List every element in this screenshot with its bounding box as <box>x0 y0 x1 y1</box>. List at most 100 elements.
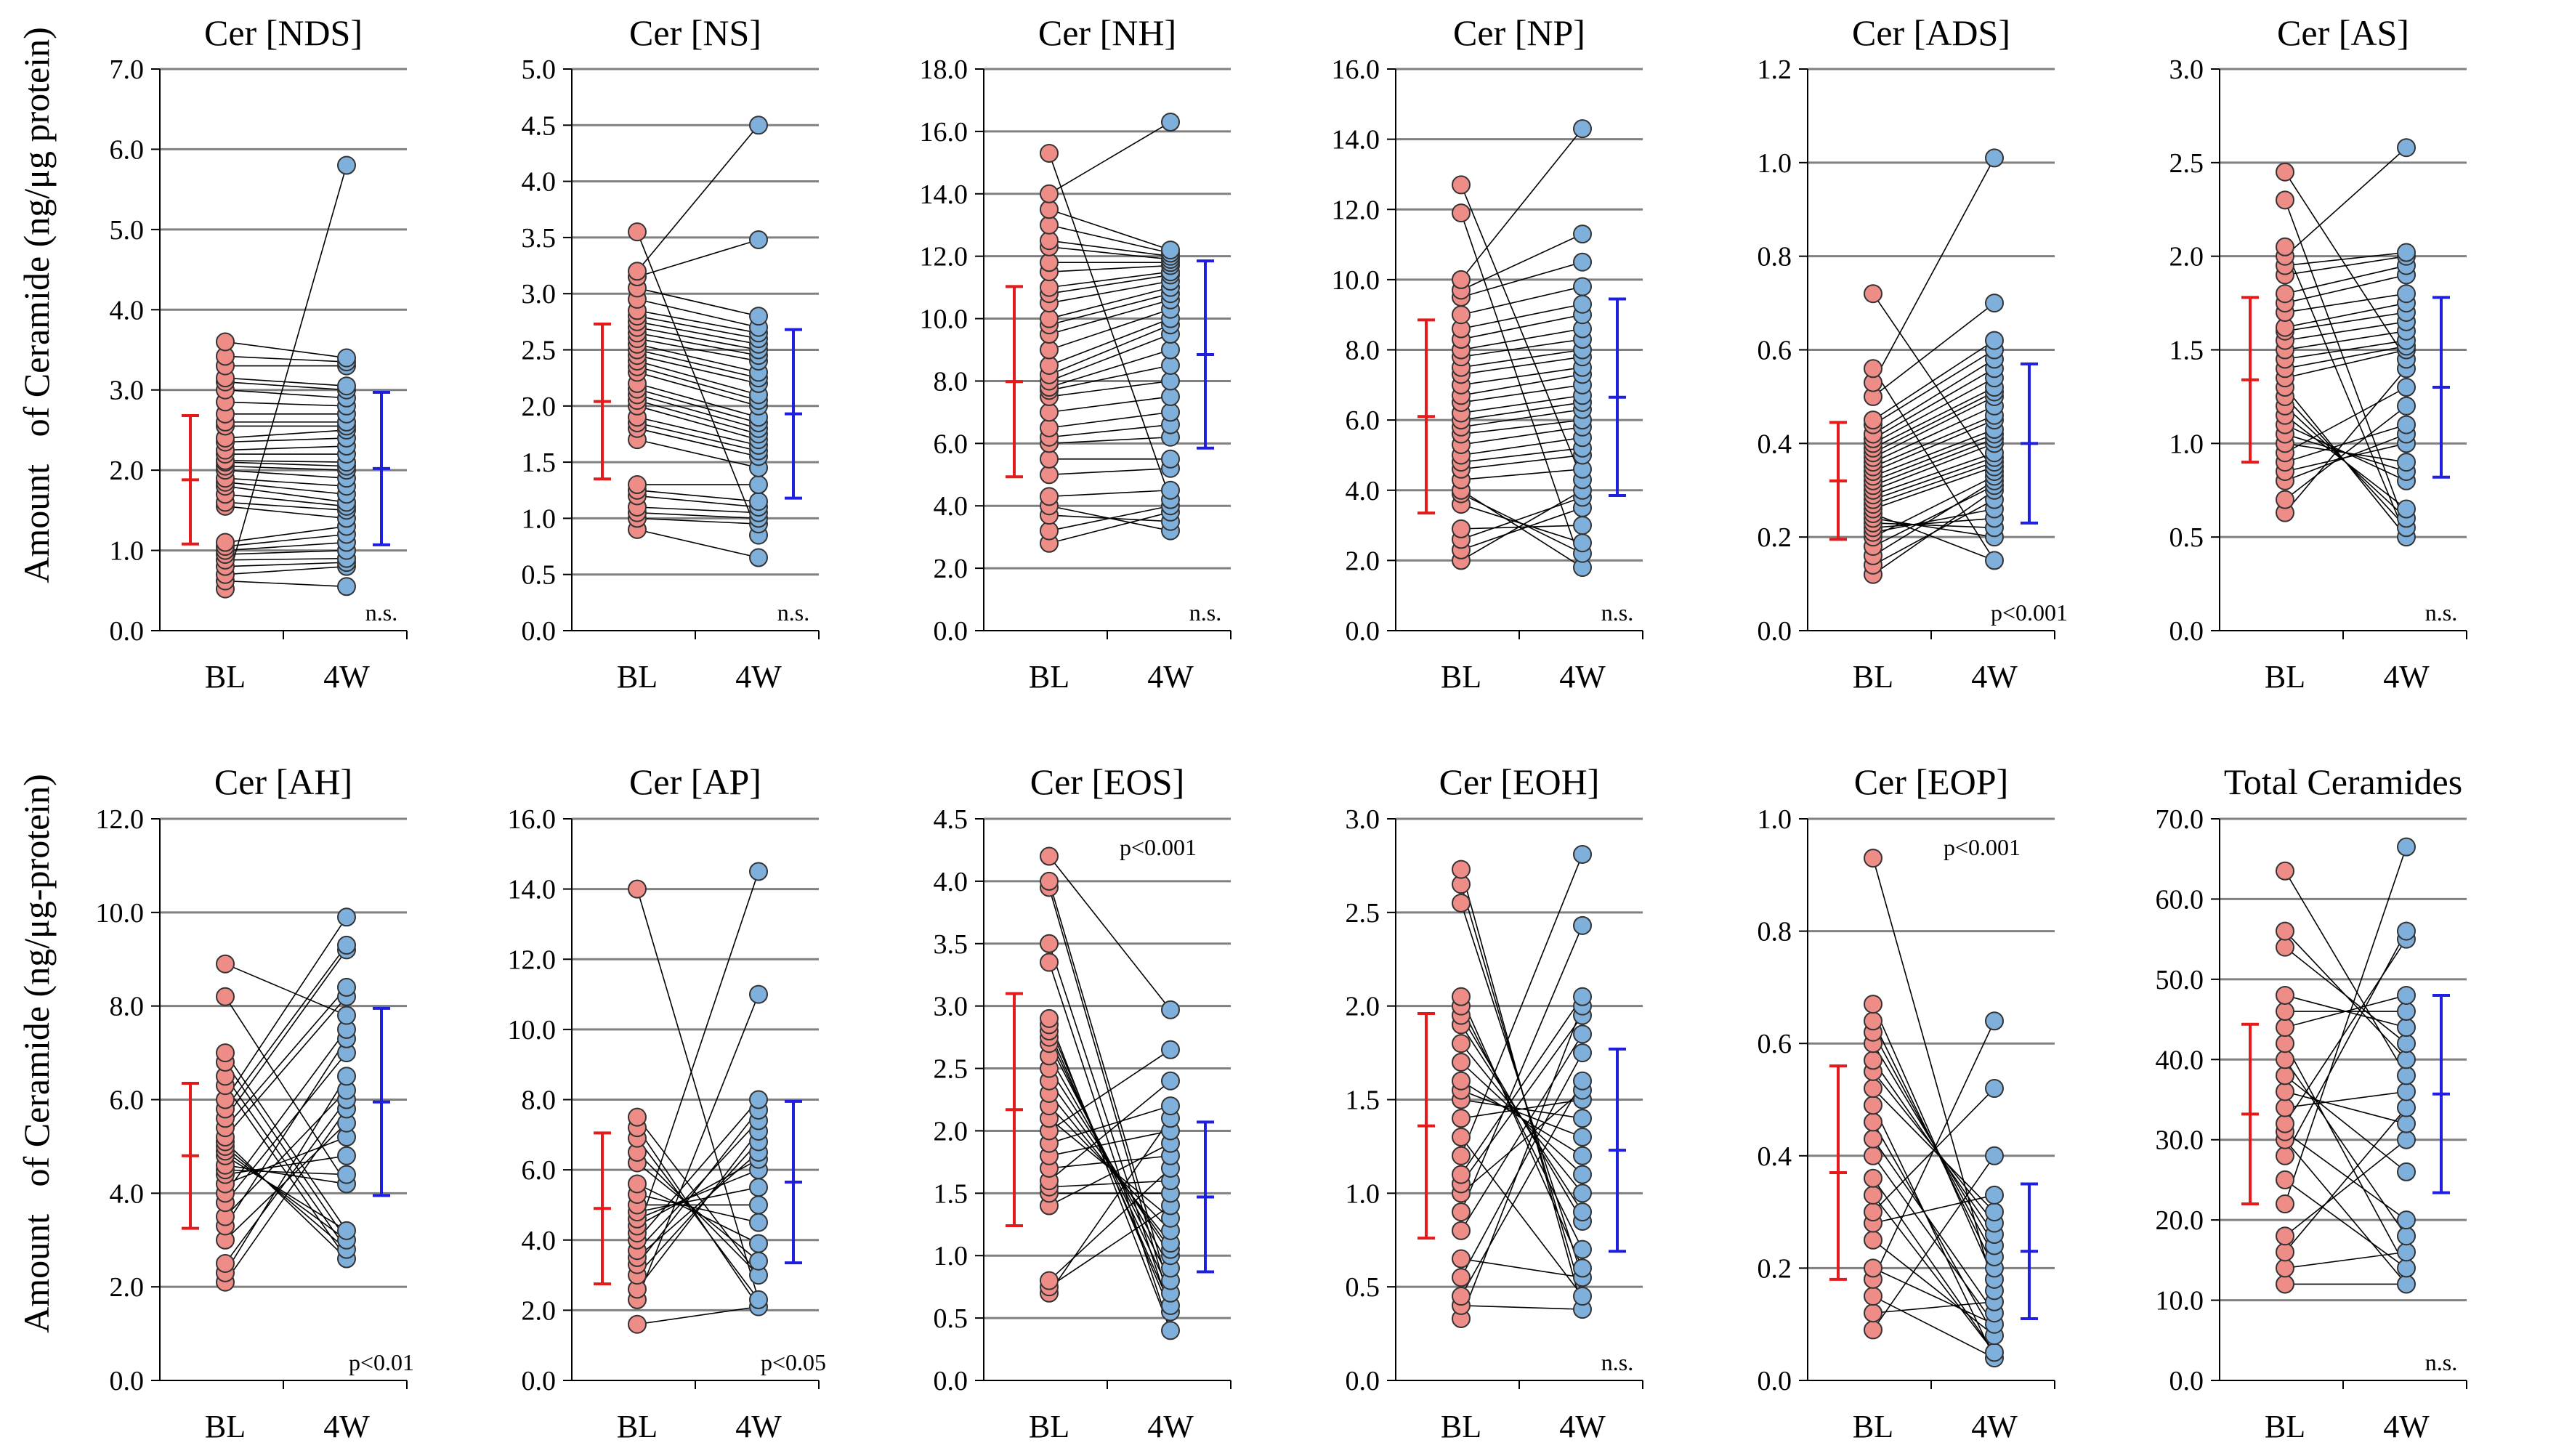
pair-line <box>636 388 759 424</box>
x-tick-label-4w: 4W <box>1559 1409 1606 1444</box>
y-tick-label: 0.0 <box>1346 1366 1380 1396</box>
x-tick-label-bl: BL <box>617 1409 658 1444</box>
pair-line <box>1872 466 1995 510</box>
w4-point <box>1573 225 1592 244</box>
pair-line <box>225 565 347 575</box>
w4-point <box>1573 277 1592 296</box>
w4-point <box>1985 1343 2004 1362</box>
pair-line <box>1872 498 1995 566</box>
bl-point <box>2276 1146 2294 1165</box>
y-tick-label: 1.0 <box>1758 148 1792 179</box>
pair-line <box>1048 887 1171 1306</box>
pair-line <box>225 501 347 511</box>
pair-line <box>1872 391 1995 453</box>
bl-point <box>1864 1096 1882 1115</box>
bl-point <box>2276 1194 2294 1214</box>
bl-point <box>1452 1268 1471 1287</box>
pair-line <box>1872 1059 1995 1235</box>
pair-line <box>2284 1139 2407 1237</box>
pair-line <box>1872 405 1995 463</box>
pair-line <box>1460 395 1583 414</box>
y-tick-label: 16.0 <box>508 804 557 835</box>
pair-line <box>636 355 759 384</box>
pair-line <box>2284 1107 2407 1253</box>
bl-point <box>1864 1230 1882 1250</box>
bl-point <box>2276 1226 2294 1246</box>
pair-line <box>2284 312 2407 332</box>
w4-point <box>2397 1002 2416 1022</box>
x-tick-label-bl: BL <box>2265 659 2305 695</box>
bl-point <box>628 1107 647 1127</box>
pair-line <box>225 1061 347 1241</box>
w4-point <box>1573 1239 1592 1259</box>
pair-line <box>1460 349 1583 368</box>
bl-point <box>628 262 647 281</box>
bl-point <box>1864 1320 1882 1340</box>
x-tick-label-bl: BL <box>1853 659 1893 695</box>
y-tick-label: 3.0 <box>522 279 557 310</box>
w4-point <box>749 1178 768 1197</box>
y-tick-label: 2.0 <box>110 456 145 486</box>
bl-point <box>1452 1146 1471 1165</box>
bl-point <box>1864 1011 1882 1031</box>
pair-line <box>1872 158 1995 383</box>
y-tick-label: 10.0 <box>96 898 145 929</box>
w4-point <box>337 977 356 997</box>
pair-line <box>1460 1006 1583 1319</box>
pair-line <box>225 1075 347 1250</box>
bl-point <box>2276 284 2294 304</box>
w4-point <box>1161 480 1180 500</box>
w4-point <box>1161 1000 1180 1019</box>
pair-line <box>1048 1049 1171 1132</box>
x-tick-label-4w: 4W <box>1971 1409 2018 1444</box>
chart-title: Cer [NP] <box>1453 12 1585 53</box>
w4-point <box>337 907 356 927</box>
w4-point <box>337 376 356 396</box>
w4-point <box>337 1146 356 1165</box>
y-tick-label: 2.0 <box>522 392 557 422</box>
pair-line <box>1872 387 1995 449</box>
y-tick-label: 0.8 <box>1758 242 1792 272</box>
y-tick-label: 0.0 <box>1346 616 1380 647</box>
y-tick-label: 6.0 <box>110 134 145 165</box>
pair-line <box>636 326 759 351</box>
pair-line <box>1872 1020 1995 1269</box>
bl-point <box>1040 231 1059 251</box>
pair-line <box>636 529 759 559</box>
pair-line <box>225 377 347 387</box>
y-tick-label: 2.0 <box>1346 546 1380 576</box>
bl-point <box>628 222 647 242</box>
y-tick-label: 14.0 <box>920 179 968 210</box>
pair-line <box>225 355 347 363</box>
y-tick-label: 0.2 <box>1758 1253 1792 1284</box>
pair-line <box>636 489 759 503</box>
pair-line <box>1460 233 1583 291</box>
bl-point <box>1040 403 1059 422</box>
y-tick-label: 10.0 <box>2156 1286 2204 1317</box>
bl-point <box>1452 1052 1471 1072</box>
pair-line <box>1872 452 1995 496</box>
pair-line <box>1048 396 1171 413</box>
pair-line <box>225 549 347 555</box>
pair-line <box>1872 368 1995 561</box>
pair-line <box>1872 1194 1995 1224</box>
pair-line <box>2284 330 2407 351</box>
y-tick-label: 0.6 <box>1758 1029 1792 1059</box>
w4-point <box>1161 113 1180 132</box>
pair-line <box>225 1085 347 1259</box>
pair-line <box>1460 1089 1583 1138</box>
pair-line <box>636 416 759 446</box>
pair-line <box>1872 429 1995 477</box>
pair-line <box>636 495 759 508</box>
bl-point <box>1040 1008 1059 1028</box>
pair-line <box>636 315 759 339</box>
y-tick-label: 1.5 <box>1346 1085 1380 1116</box>
w4-point <box>1985 1146 2004 1165</box>
y-tick-label: 2.5 <box>2169 148 2204 179</box>
bl-point <box>1040 143 1059 163</box>
chart-panel: Cer [NDS] 0.0 1.0 2.0 3.0 4.0 5.0 6.0 7.0 BL 4W n.s… <box>110 12 408 695</box>
bl-point <box>2276 937 2294 957</box>
bl-point <box>1452 175 1471 195</box>
pair-line <box>1872 1155 1995 1330</box>
w4-point <box>1573 1287 1592 1306</box>
